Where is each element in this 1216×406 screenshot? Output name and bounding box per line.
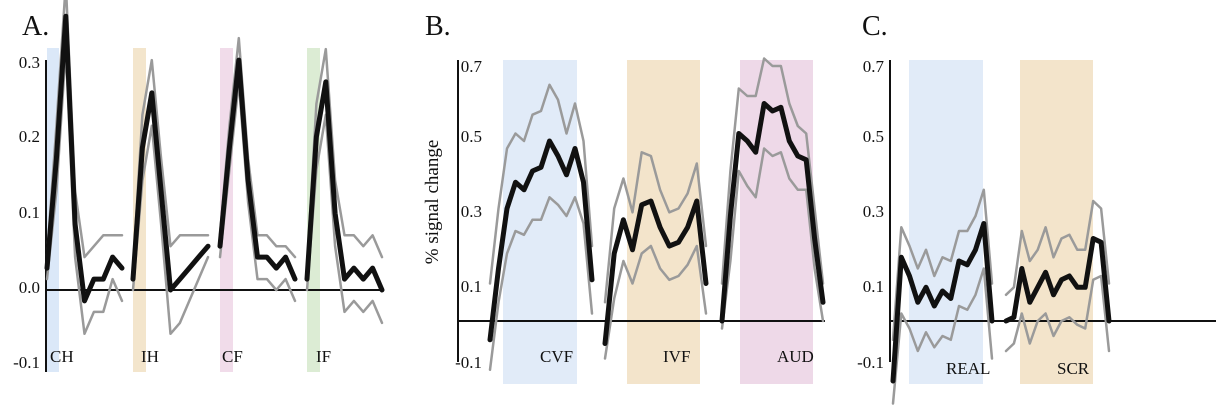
panel-b-band-0: [503, 60, 577, 384]
panel-b-ytick-4: -0.1: [455, 353, 482, 372]
panel-a: A. 0.3 0.2 0.1 0.0 -0.1 CH IH CF IF: [13, 0, 385, 372]
panel-a-cond-label-3: IF: [316, 347, 331, 366]
panel-a-ytick-0: 0.3: [19, 53, 40, 72]
panel-c-band-0: [909, 60, 983, 384]
panel-b-series-ivf-mean: [602, 198, 709, 346]
panel-b-ytick-1: 0.5: [461, 127, 482, 146]
panel-c-ytick-2: 0.3: [863, 202, 884, 221]
panel-c-series-scr-mean: [1003, 236, 1112, 324]
panel-a-series-ih-upper: [131, 58, 210, 270]
panel-a-letter: A.: [22, 11, 49, 42]
panel-a-series-ch-mean: [44, 13, 125, 304]
panel-a-series-if-lower: [305, 113, 384, 325]
panel-b-series-cvf-mean: [487, 138, 595, 343]
panel-b-letter: B.: [425, 11, 451, 42]
panel-b-cond-label-1: IVF: [663, 347, 690, 366]
panel-c-bands: [909, 60, 1093, 384]
panel-c-axes: [889, 60, 1216, 362]
panel-a-cond-label-2: CF: [222, 347, 243, 366]
panel-b-series-cvf-lower: [488, 196, 594, 372]
panel-b-series-aud-mean: [719, 101, 826, 324]
panel-b-ytick-2: 0.3: [461, 202, 482, 221]
panel-a-series-ih-lower: [131, 124, 210, 336]
panel-a-axes: [45, 60, 384, 372]
panel-c-series-real-upper: [891, 188, 994, 342]
panel-c-letter: C.: [862, 11, 888, 42]
panel-b-band-2: [740, 60, 813, 384]
panel-a-series-if-mean: [304, 79, 385, 293]
panel-b-series: [487, 57, 826, 372]
panel-b-ytick-3: 0.1: [461, 277, 482, 296]
panel-b-series-aud-upper: [720, 57, 825, 285]
panel-c-series-real-lower: [891, 267, 994, 405]
panel-a-series-cf-mean: [217, 57, 298, 282]
panel-b-series-aud-lower: [720, 147, 825, 330]
panel-a-series: [44, 0, 385, 336]
panel-a-cond-label-1: IH: [141, 347, 159, 366]
panel-a-series-ih-mean: [130, 90, 211, 293]
panel-b-series-ivf-lower: [603, 244, 708, 360]
panel-b-ylabel: % signal change: [422, 140, 443, 265]
panel-c-series: [890, 188, 1112, 405]
panel-c-ytick-4: -0.1: [857, 353, 884, 372]
panel-c-cond-label-0: REAL: [946, 359, 990, 378]
panel-b-ytick-0: 0.7: [461, 57, 483, 76]
panel-c-series-real-mean: [890, 221, 995, 384]
panel-b-cond-label-0: CVF: [540, 347, 573, 366]
panel-a-ytick-3: 0.0: [19, 278, 40, 297]
panel-a-cond-label-0: CH: [50, 347, 74, 366]
panel-b: B. % signal change 0.7 0.5 0.3 0.1 -0.1 …: [422, 11, 826, 384]
panel-c: C. 0.7 0.5 0.3 0.1 -0.1 REAL SCR: [857, 11, 1216, 405]
panel-c-band-1: [1020, 60, 1093, 384]
panel-c-series-scr-upper: [1004, 199, 1111, 297]
panel-b-series-ivf-upper: [603, 151, 708, 304]
panel-c-ytick-3: 0.1: [863, 277, 884, 296]
panel-c-ytick-0: 0.7: [863, 57, 885, 76]
panel-b-series-cvf-upper: [488, 83, 594, 285]
panel-a-ytick-2: 0.1: [19, 203, 40, 222]
panel-a-ytick-1: 0.2: [19, 127, 40, 146]
panel-b-axes: [457, 60, 825, 362]
panel-b-cond-label-2: AUD: [777, 347, 814, 366]
panel-c-cond-label-1: SCR: [1057, 359, 1090, 378]
panel-c-ytick-1: 0.5: [863, 127, 884, 146]
panel-a-series-if-upper: [305, 47, 384, 270]
panel-a-ytick-4: -0.1: [13, 353, 40, 372]
panel-c-series-scr-lower: [1004, 274, 1111, 353]
